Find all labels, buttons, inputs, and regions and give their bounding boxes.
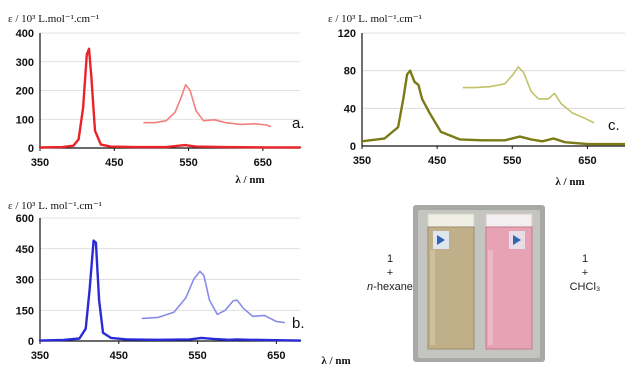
y-tick-label: 400 xyxy=(16,28,34,40)
solvent-name-right: CHCl₃ xyxy=(569,281,601,293)
series-line xyxy=(38,239,302,342)
x-tick-label: 650 xyxy=(254,157,272,169)
compound-number-left: 1 xyxy=(386,253,394,265)
series-line xyxy=(141,270,285,324)
x-tick-label: 350 xyxy=(31,350,49,362)
x-tick-label: 650 xyxy=(578,155,596,167)
y-tick-label: 100 xyxy=(16,114,34,126)
chart-panel-b: 0 150 300 450 600 350 450 550 650 ε / 10³ L. mol⁻… xyxy=(8,200,351,367)
series-line xyxy=(462,66,595,124)
y-tick-label: 0 xyxy=(28,143,34,155)
cuvette-reflection-left xyxy=(430,250,435,345)
series-line xyxy=(143,84,272,128)
play-icon xyxy=(513,235,521,245)
x-tick-label: 550 xyxy=(188,350,206,362)
y-tick-label: 150 xyxy=(16,305,34,317)
x-tick-label: 550 xyxy=(179,157,197,169)
cuvette-cap-left xyxy=(427,213,475,228)
y-tick-label: 0 xyxy=(28,336,34,348)
chart-panel-c: 0 40 80 120 350 450 550 650 ε / 10³ L. mol⁻¹.cm⁻… xyxy=(328,13,625,188)
panel-label: b. xyxy=(292,315,305,332)
chart-panel-a: 0 100 200 300 400 350 450 550 650 ε / 10³ L.mol⁻¹… xyxy=(8,13,305,186)
x-axis-title: λ / nm xyxy=(321,355,350,367)
y-axis-title: ε / 10³ L. mol⁻¹.cm⁻¹ xyxy=(328,13,422,25)
cuvette-photo xyxy=(413,205,545,362)
series-line xyxy=(38,47,302,149)
x-tick-label: 550 xyxy=(503,155,521,167)
y-tick-label: 80 xyxy=(344,66,356,78)
x-axis-title: λ / nm xyxy=(555,176,584,188)
hexane-cuvette xyxy=(427,213,475,350)
y-tick-label: 300 xyxy=(16,57,34,69)
x-tick-label: 450 xyxy=(105,157,123,169)
y-tick-label: 450 xyxy=(16,244,34,256)
x-tick-label: 650 xyxy=(267,350,285,362)
y-tick-label: 40 xyxy=(344,103,356,115)
plus-sign-right: + xyxy=(581,267,589,279)
hexane-mixture-label: 1 + n-hexane xyxy=(365,252,415,294)
x-tick-label: 350 xyxy=(31,157,49,169)
plus-sign-left: + xyxy=(386,267,394,279)
y-tick-label: 120 xyxy=(338,28,356,40)
cuvette-reflection-right xyxy=(488,250,493,345)
y-axis-title: ε / 10³ L.mol⁻¹.cm⁻¹ xyxy=(8,13,99,25)
y-tick-label: 200 xyxy=(16,86,34,98)
x-tick-label: 450 xyxy=(428,155,446,167)
y-tick-label: 0 xyxy=(350,141,356,153)
x-axis-title: λ / nm xyxy=(235,174,264,186)
compound-number-right: 1 xyxy=(581,253,589,265)
chloroform-cuvette xyxy=(485,213,533,350)
x-tick-label: 450 xyxy=(110,350,128,362)
series-line xyxy=(360,69,625,146)
x-tick-label: 350 xyxy=(353,155,371,167)
panel-label: c. xyxy=(608,117,620,134)
y-tick-label: 600 xyxy=(16,213,34,225)
y-axis-title: ε / 10³ L. mol⁻¹.cm⁻¹ xyxy=(8,200,102,212)
cuvette-cap-right xyxy=(485,213,533,228)
play-icon xyxy=(437,235,445,245)
solvent-name-left: n-hexane xyxy=(367,281,413,293)
chloroform-mixture-label: 1 + CHCl₃ xyxy=(555,252,615,294)
panel-label: a. xyxy=(292,115,305,132)
y-tick-label: 300 xyxy=(16,275,34,287)
